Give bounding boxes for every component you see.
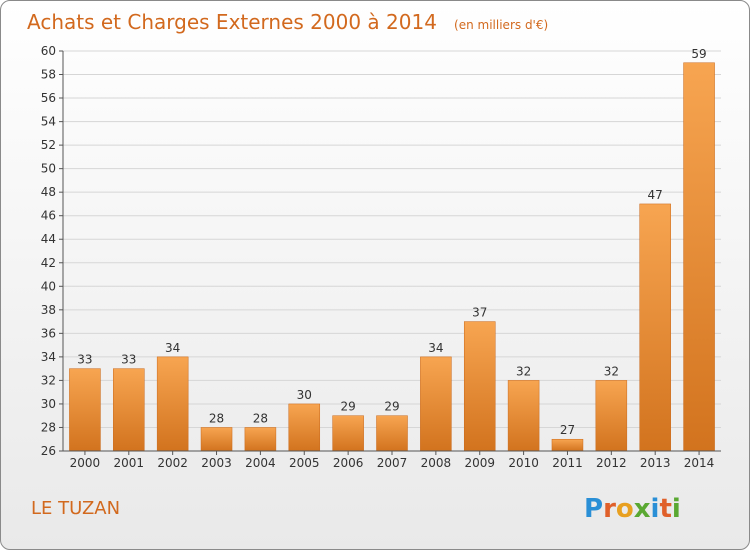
bar-2008 [420,356,452,452]
chart-title-main: Achats et Charges Externes 2000 à 2014 [27,10,437,34]
x-tick-label-2002: 2002 [157,456,188,470]
data-label-2005: 30 [297,388,312,402]
y-tick-label: 28 [41,420,56,434]
y-tick-label: 58 [41,68,56,82]
data-label-2014: 59 [691,47,706,61]
y-tick-label: 30 [41,397,56,411]
y-tick-label: 56 [41,91,56,105]
x-axis-ticks: 2000 2001 2002 2003 2004 2005 2006 2007 2008 2009… [70,451,715,470]
x-tick-label-2011: 2011 [552,456,583,470]
data-label-2011: 27 [560,423,575,437]
y-tick-label: 54 [41,115,56,129]
data-label-2002: 34 [165,341,180,355]
data-labels: 33 33 34 28 28 30 29 29 34 37 32 27 32 47 59 [77,47,706,437]
data-label-2001: 33 [121,353,136,367]
bar-2012 [595,380,628,452]
bar-2005 [288,403,321,452]
x-tick-label-2012: 2012 [596,456,627,470]
svg-text:Proxiti: Proxiti [584,494,681,524]
data-label-2009: 37 [472,306,487,320]
bar-2003 [200,427,233,452]
data-label-2003: 28 [209,411,224,425]
x-tick-label-2009: 2009 [464,456,495,470]
y-tick-label: 50 [41,162,56,176]
y-axis-ticks: 26 28 30 32 34 36 38 40 42 44 46 48 50 52 54 56 58 60 [41,44,63,458]
y-tick-label: 34 [41,350,56,364]
data-label-2012: 32 [604,364,619,378]
x-tick-label-2000: 2000 [70,456,101,470]
chart-title: Achats et Charges Externes 2000 à 2014 (… [27,10,548,34]
y-tick-label: 46 [41,209,56,223]
x-tick-label-2007: 2007 [377,456,408,470]
x-tick-label-2003: 2003 [201,456,232,470]
bar-2013 [639,203,671,452]
data-label-2007: 29 [384,400,399,414]
x-tick-label-2006: 2006 [333,456,364,470]
data-label-2000: 33 [77,353,92,367]
x-tick-label-2004: 2004 [245,456,276,470]
data-label-2004: 28 [253,411,268,425]
y-tick-label: 60 [41,44,56,58]
bar-2009 [463,321,496,452]
data-label-2013: 47 [648,188,663,202]
x-tick-label-2008: 2008 [421,456,452,470]
data-label-2008: 34 [428,341,443,355]
y-tick-label: 44 [41,232,56,246]
commune-name: LE TUZAN [31,498,120,519]
x-tick-label-2014: 2014 [684,456,715,470]
bar-2007 [376,415,408,452]
bar-2001 [113,368,145,452]
y-tick-label: 52 [41,138,56,152]
bar-2010 [507,380,540,452]
chart-title-unit: (en milliers d'€) [454,18,548,32]
bar-2002 [156,356,189,452]
data-label-2010: 32 [516,364,531,378]
proxiti-logo: Proxiti [584,494,681,524]
x-tick-label-2005: 2005 [289,456,320,470]
y-tick-label: 48 [41,185,56,199]
y-tick-label: 32 [41,373,56,387]
y-tick-label: 26 [41,444,56,458]
x-tick-label-2010: 2010 [508,456,539,470]
y-tick-label: 36 [41,326,56,340]
data-label-2006: 29 [340,400,355,414]
bars [69,62,715,452]
bar-2006 [332,415,364,452]
bar-2011 [551,438,584,452]
x-tick-label-2001: 2001 [114,456,145,470]
y-tick-label: 42 [41,256,56,270]
x-tick-label-2013: 2013 [640,456,671,470]
y-tick-label: 40 [41,279,56,293]
grid-lines [63,50,721,452]
y-tick-label: 38 [41,303,56,317]
bar-2004 [244,427,277,452]
bar-2000 [69,368,101,452]
bar-2014 [683,62,715,452]
